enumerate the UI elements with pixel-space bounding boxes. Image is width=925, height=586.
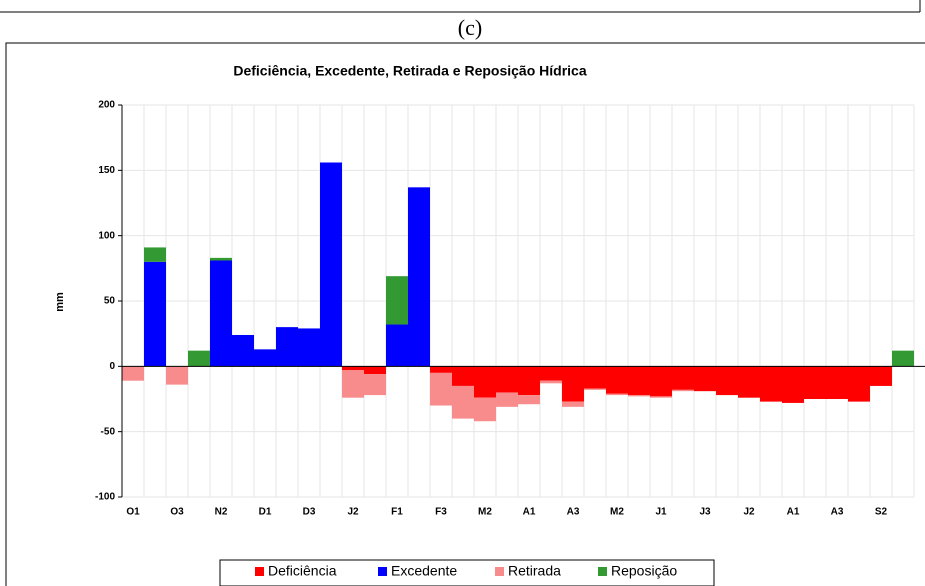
- y-tick-label: 150: [98, 165, 115, 176]
- x-tick-label: A3: [567, 507, 580, 518]
- bar-segment: [782, 366, 804, 403]
- legend-label: Deficiência: [268, 563, 337, 579]
- bar-segment: [474, 366, 496, 398]
- y-tick-label: 100: [98, 230, 115, 241]
- bar-segment: [584, 388, 606, 390]
- x-tick-label: D3: [303, 507, 316, 518]
- bar-segment: [210, 260, 232, 367]
- bar-segment: [892, 350, 914, 367]
- bar-segment: [254, 349, 276, 367]
- x-tick-label: J1: [655, 507, 667, 518]
- y-tick-label: 200: [98, 100, 115, 111]
- bar-segment: [606, 366, 628, 394]
- y-tick-label: 50: [104, 296, 116, 307]
- bar-segment: [210, 257, 232, 261]
- bar-segment: [650, 396, 672, 398]
- bar-segment: [320, 162, 342, 367]
- bar-segment: [122, 366, 144, 381]
- y-tick-label: -100: [95, 492, 115, 503]
- bar-segment: [562, 401, 584, 407]
- x-tick-label: S2: [875, 507, 888, 518]
- bar-segment: [188, 350, 210, 367]
- chart-frame: [5, 42, 925, 586]
- legend-label: Reposição: [611, 563, 677, 579]
- x-tick-label: A1: [787, 507, 800, 518]
- x-tick-label: J2: [347, 507, 359, 518]
- y-tick-label: 0: [109, 361, 115, 372]
- bar-segment: [804, 366, 826, 399]
- bar-segment: [298, 328, 320, 367]
- bar-segment: [166, 366, 188, 385]
- chart-title: Deficiência, Excedente, Retirada e Repos…: [233, 63, 586, 79]
- y-tick-label: -50: [101, 426, 116, 437]
- bar-segment: [144, 261, 166, 367]
- bar-segment: [342, 370, 364, 398]
- bar-segment: [694, 366, 716, 392]
- figure-label: (c): [458, 15, 482, 40]
- bar-segment: [540, 366, 562, 381]
- x-tick-label: O1: [126, 507, 140, 518]
- bar-segment: [540, 380, 562, 384]
- bar-segment: [474, 397, 496, 422]
- bar-segment: [386, 324, 408, 367]
- bar-segment: [738, 366, 760, 398]
- x-tick-label: M2: [610, 507, 624, 518]
- bar-segment: [408, 187, 430, 367]
- legend-box: [219, 559, 715, 586]
- bar-segment: [232, 334, 254, 367]
- x-tick-label: M2: [478, 507, 492, 518]
- bar-segment: [452, 366, 474, 386]
- legend-label: Excedente: [391, 563, 457, 579]
- x-tick-label: J2: [743, 507, 755, 518]
- bar-segment: [562, 366, 584, 402]
- bar-segment: [716, 366, 738, 396]
- bar-segment: [628, 395, 650, 397]
- x-tick-label: F3: [435, 507, 447, 518]
- x-tick-label: D1: [259, 507, 272, 518]
- bar-segment: [386, 276, 408, 325]
- bar-segment: [760, 366, 782, 402]
- bar-segment: [342, 366, 364, 371]
- bar-segment: [518, 366, 540, 396]
- y-axis-label: mm: [54, 292, 66, 312]
- bar-segment: [518, 395, 540, 405]
- bar-segment: [430, 372, 452, 406]
- legend-swatch: [255, 567, 264, 576]
- x-tick-label: O3: [170, 507, 184, 518]
- legend-swatch: [598, 567, 607, 576]
- x-tick-label: J3: [699, 507, 711, 518]
- bar-segment: [870, 366, 892, 386]
- x-tick-label: N2: [215, 507, 228, 518]
- bar-segment: [276, 327, 298, 367]
- bar-segment: [430, 366, 452, 373]
- x-tick-label: F1: [391, 507, 403, 518]
- x-tick-label: A3: [831, 507, 844, 518]
- bar-segment: [584, 366, 606, 389]
- bar-segment: [496, 392, 518, 407]
- bar-segment: [848, 366, 870, 402]
- x-tick-label: A1: [523, 507, 536, 518]
- bar-segment: [826, 366, 848, 399]
- bar-segment: [364, 374, 386, 396]
- bar-segment: [628, 366, 650, 396]
- bar-segment: [672, 366, 694, 390]
- legend-swatch: [495, 567, 504, 576]
- bar-segment: [672, 389, 694, 392]
- bar-segment: [364, 366, 386, 375]
- legend-label: Retirada: [508, 563, 561, 579]
- bar-segment: [606, 393, 628, 396]
- legend-swatch: [378, 567, 387, 576]
- bar-segment: [650, 366, 672, 397]
- bar-segment: [452, 385, 474, 419]
- bar-segment: [144, 247, 166, 262]
- bar-segment: [496, 366, 518, 393]
